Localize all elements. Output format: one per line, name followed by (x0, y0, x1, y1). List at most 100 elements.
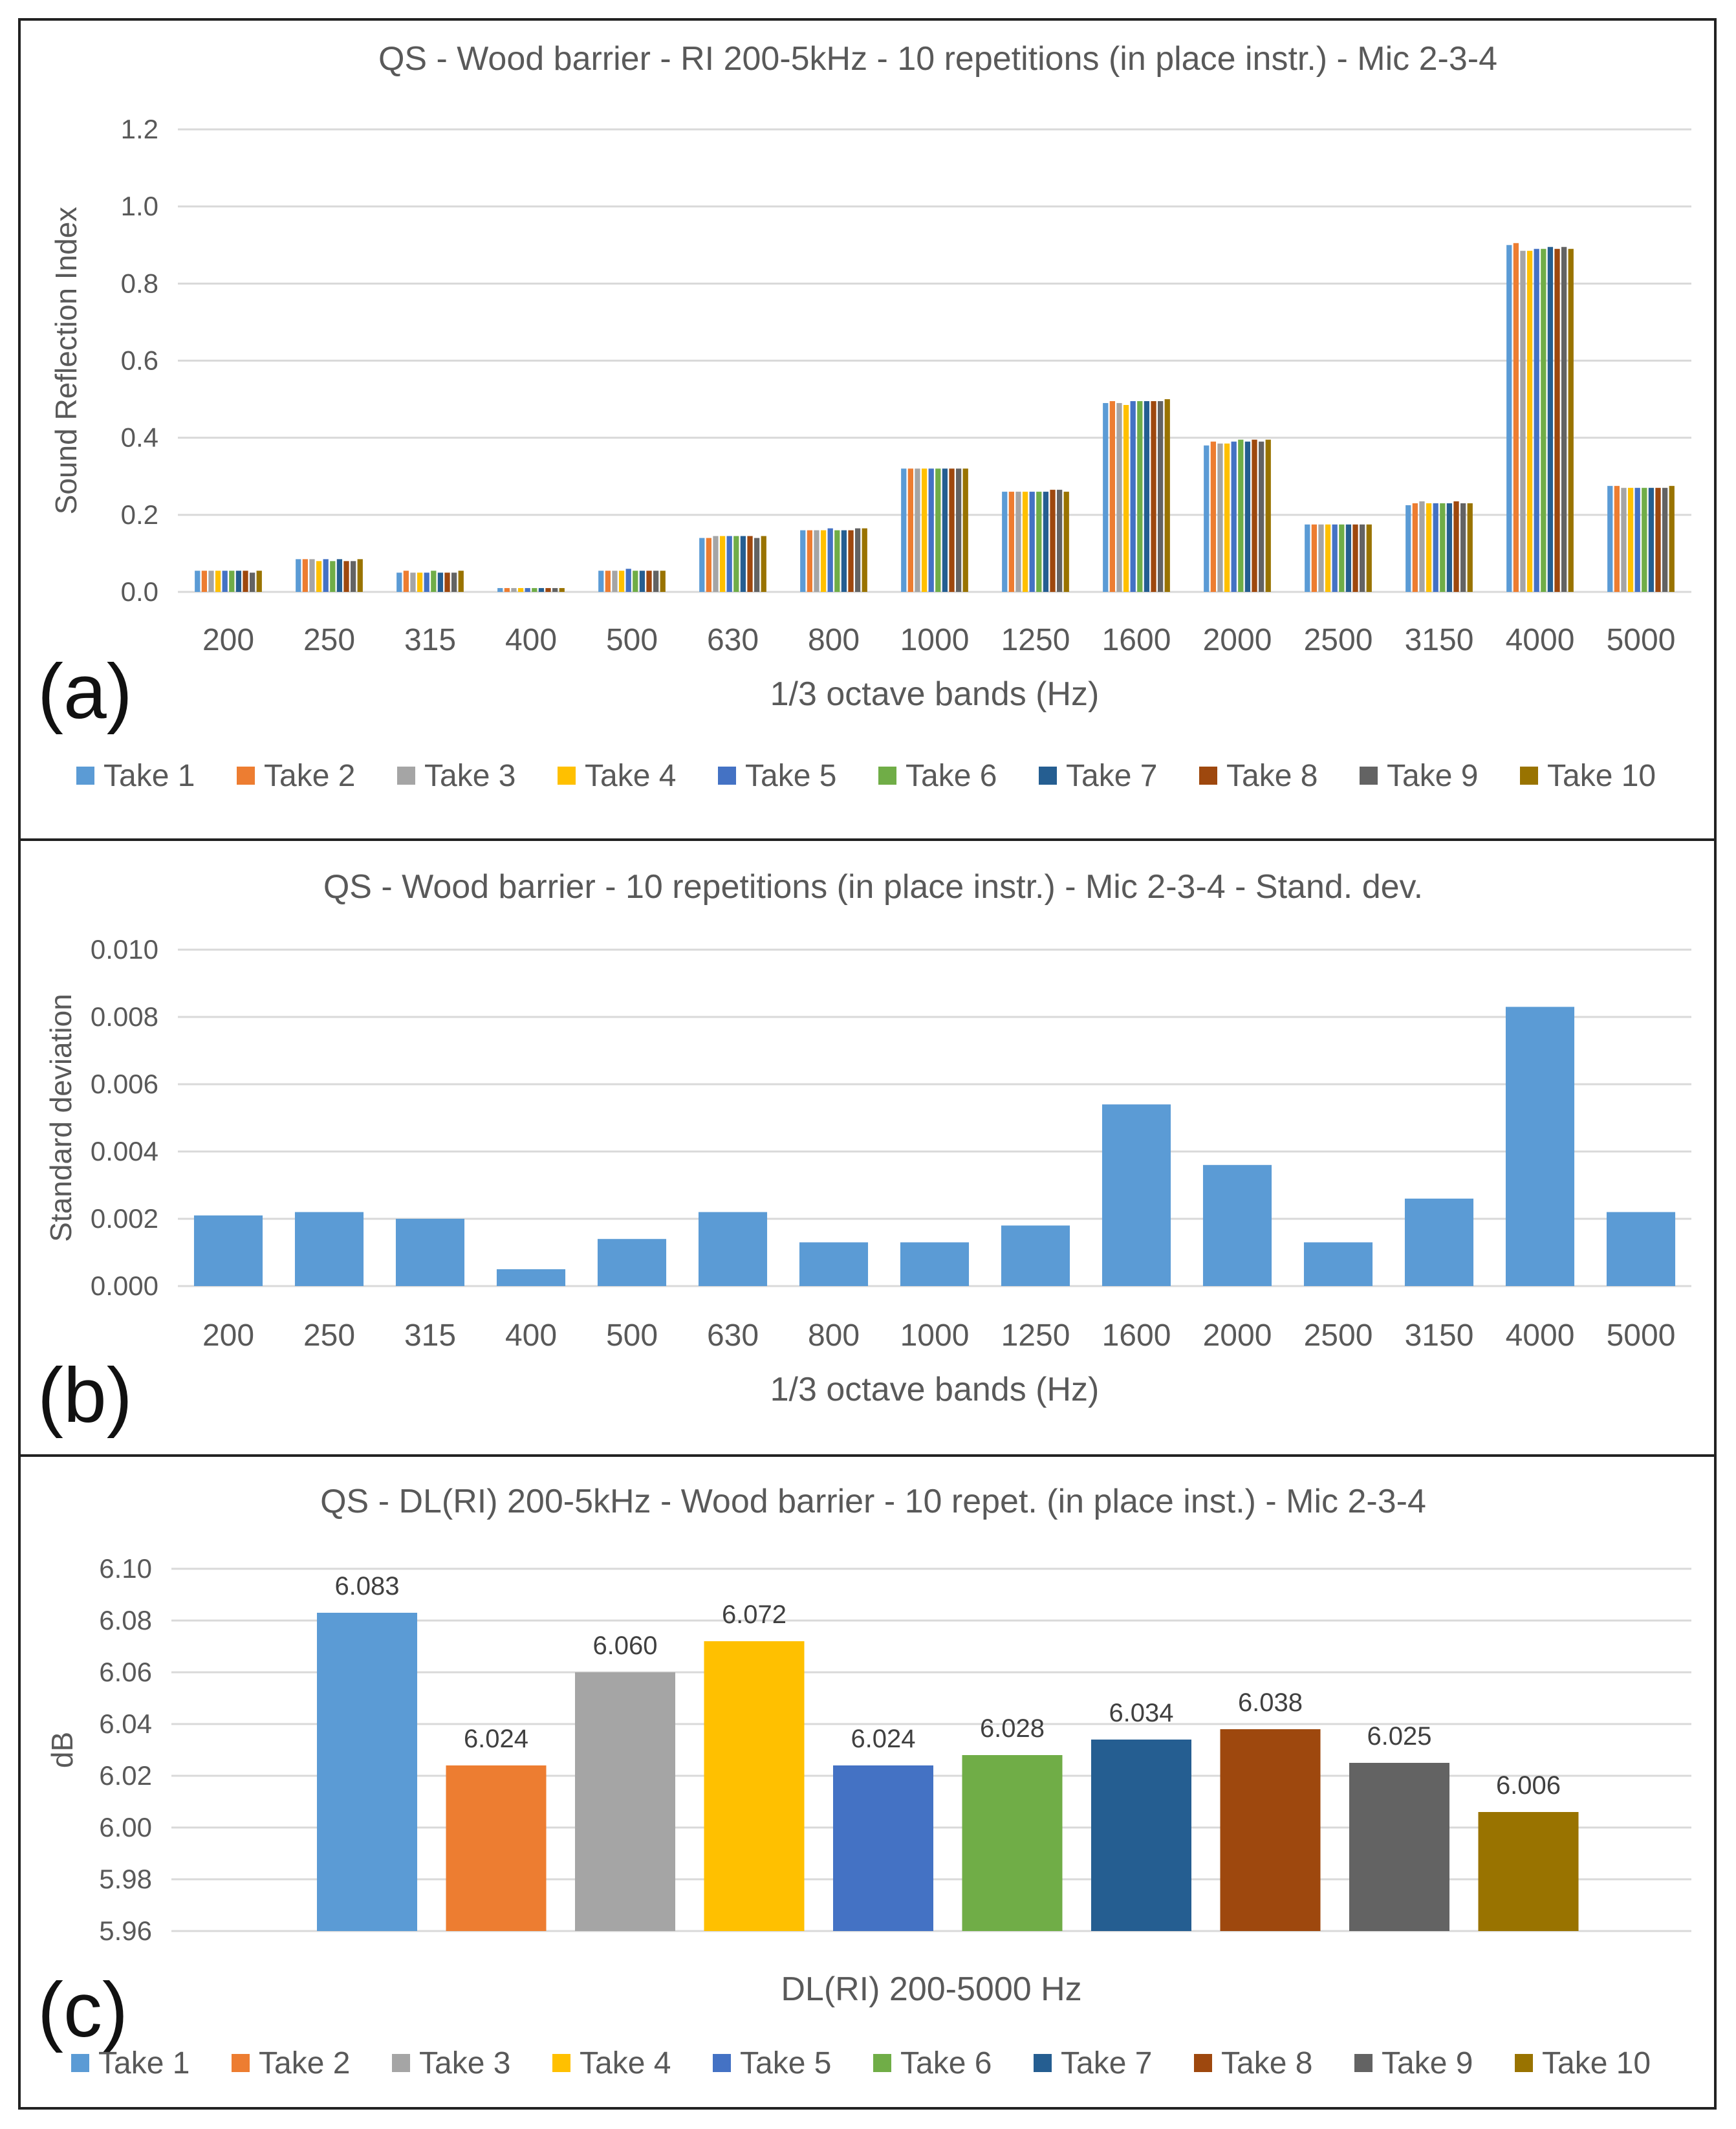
bar-take-5-630 (726, 536, 732, 592)
y-tick-label: 1.0 (121, 191, 158, 221)
bar-take-7-500 (639, 571, 646, 592)
bar-take-8-5000 (1655, 488, 1661, 592)
bar-take-9-1000 (955, 468, 962, 592)
y-tick-label: 5.98 (99, 1864, 152, 1894)
bar-take-7-315 (437, 573, 444, 592)
bar-take-1-250 (296, 559, 301, 592)
bar-take-7-800 (841, 530, 847, 592)
x-tick-label: 630 (707, 623, 759, 657)
bar-take-9-250 (350, 561, 356, 592)
bar-stddev-4000 (1505, 1007, 1575, 1286)
bar-take-8-630 (747, 536, 753, 592)
bar-take-3-1000 (915, 468, 920, 592)
legend-swatch (392, 2054, 410, 2072)
y-tick-label: 6.08 (99, 1605, 152, 1635)
bar-take-4-1250 (1022, 492, 1028, 592)
x-tick-label: 5000 (1607, 623, 1676, 657)
bar-take-8-800 (848, 530, 854, 592)
bar-take-5-1000 (928, 468, 934, 592)
legend: Take 1 Take 2 Take 3 Take 4 Take 5 Take 6 Take… (71, 2046, 1651, 2080)
bar-take-2-1250 (1008, 492, 1015, 592)
x-tick-label: 4000 (1506, 1318, 1575, 1353)
bar-take-3-200 (208, 571, 214, 592)
bar-take-2-315 (403, 571, 409, 592)
data-label: 6.072 (722, 1600, 787, 1629)
bar-take-6-4000 (1541, 248, 1546, 592)
bar-take-7-400 (538, 588, 545, 592)
bar-take-5-200 (222, 571, 228, 592)
bar-take-9-1250 (1056, 490, 1063, 592)
x-tick-label: 1250 (1001, 1318, 1070, 1353)
x-axis-label: DL(RI) 200-5000 Hz (781, 1971, 1081, 2008)
panel-letter: (a) (38, 648, 133, 735)
bar-take-10-2000 (1265, 439, 1271, 592)
bar-take-4-4000 (1526, 250, 1533, 592)
y-tick-label: 0.6 (121, 345, 158, 376)
legend: Take 1 Take 2 Take 3 Take 4 Take 5 Take 6 Take… (76, 759, 1656, 793)
bar-take-1-315 (396, 573, 402, 592)
bar-take-6-1600 (1137, 401, 1143, 592)
bar-take-8-1000 (949, 468, 955, 592)
bar-take-10-3150 (1467, 503, 1473, 592)
data-label: 6.006 (1496, 1771, 1561, 1800)
bar-take-6-630 (733, 536, 739, 592)
x-tick-label: 4000 (1506, 623, 1575, 657)
bar-take-3-630 (713, 536, 719, 592)
y-tick-label: 0.004 (91, 1136, 158, 1166)
bar-take-7-5000 (1648, 488, 1655, 592)
y-tick-label: 0.008 (91, 1001, 158, 1032)
y-axis-label: dB (45, 1732, 79, 1768)
data-label: 6.028 (980, 1714, 1045, 1743)
x-tick-label: 630 (707, 1318, 759, 1353)
bar-take-4-500 (618, 571, 625, 592)
x-tick-label: 400 (505, 623, 557, 657)
bar-take-9-630 (754, 538, 760, 592)
data-label: 6.083 (334, 1572, 399, 1600)
legend-entry: Take 6 (900, 2046, 992, 2080)
bar-take-5-250 (323, 559, 329, 592)
bar-take-5-5000 (1634, 488, 1640, 592)
bar-take-6-250 (330, 561, 336, 592)
legend-swatch (237, 767, 255, 785)
bar-take-5-2500 (1332, 524, 1338, 592)
bar-take-3-2500 (1318, 524, 1324, 592)
bar-take-2-2000 (1210, 441, 1217, 592)
bar-take-9-2500 (1359, 524, 1365, 592)
x-tick-label: 2000 (1203, 623, 1272, 657)
x-tick-label: 5000 (1607, 1318, 1676, 1353)
x-tick-label: 2000 (1203, 1318, 1272, 1353)
x-tick-label: 200 (202, 1318, 254, 1353)
bar-take-8-2500 (1352, 524, 1358, 592)
legend-swatch (1039, 767, 1057, 785)
bar-take-1-630 (699, 538, 705, 592)
data-label: 6.025 (1367, 1722, 1431, 1751)
bar-take-1-2000 (1204, 445, 1210, 592)
x-tick-label: 2500 (1304, 1318, 1373, 1353)
y-tick-label: 1.2 (121, 114, 158, 144)
bar-take-4-5000 (1627, 488, 1634, 592)
legend-entry: Take 4 (585, 759, 676, 793)
y-tick-label: 0.0 (121, 576, 158, 607)
bar-take-1-400 (497, 588, 503, 592)
chart-a: QS - Wood barrier - RI 200-5kHz - 10 rep… (38, 40, 1691, 793)
legend-entry: Take 5 (745, 759, 836, 793)
chart-c: QS - DL(RI) 200-5kHz - Wood barrier - 10… (38, 1483, 1691, 2080)
bar-take-7-1600 (1144, 401, 1150, 592)
legend-entry: Take 4 (580, 2046, 671, 2080)
x-tick-label: 2500 (1304, 623, 1373, 657)
bar-take-7-2500 (1345, 524, 1352, 592)
bar-take-10 (1478, 1812, 1579, 1931)
legend-swatch (713, 2054, 731, 2072)
bar-take-7-3150 (1446, 503, 1453, 592)
bar-take-4 (704, 1641, 805, 1931)
bar-take-1-1000 (901, 468, 907, 592)
bar-take-9-3150 (1460, 503, 1466, 592)
bar-take-8-200 (243, 571, 248, 592)
bar-take-2-1000 (907, 468, 914, 592)
bar-stddev-2000 (1202, 1164, 1272, 1286)
bar-take-6-800 (834, 530, 840, 592)
legend-swatch (76, 767, 94, 785)
data-label: 6.024 (464, 1725, 528, 1753)
y-axis-label: Standard deviation (44, 994, 78, 1242)
y-tick-label: 6.10 (99, 1553, 152, 1584)
